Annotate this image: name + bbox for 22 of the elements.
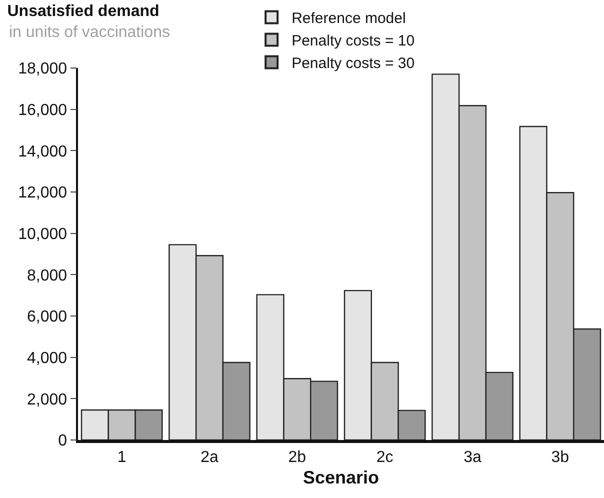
y-tick-label: 10,000	[18, 226, 68, 243]
x-tick-label: 2a	[200, 449, 218, 466]
chart-title: Unsatisfied demand	[7, 3, 160, 20]
legend-label: Penalty costs = 30	[292, 55, 415, 72]
y-tick-label: 16,000	[18, 102, 68, 119]
y-tick-label: 18,000	[18, 60, 68, 78]
legend-label: Penalty costs = 10	[292, 32, 415, 50]
y-tick-label: 12,000	[18, 184, 68, 202]
chart-subtitle: in units of vaccinations	[9, 24, 170, 41]
y-tick-label: 2,000	[27, 391, 68, 408]
x-tick-label: 3a	[464, 449, 482, 466]
x-axis-title: Scenario	[302, 467, 380, 488]
x-tick-label: 2b	[288, 449, 306, 466]
x-tick-label: 3b	[551, 449, 570, 466]
y-tick-label: 8,000	[27, 267, 68, 284]
y-tick-label: 0	[58, 432, 68, 450]
y-tick-label: 14,000	[18, 143, 68, 160]
x-tick-label: 2c	[376, 449, 394, 466]
y-tick-label: 6,000	[27, 308, 68, 326]
x-tick-label: 1	[117, 449, 126, 466]
legend-label: Reference model	[292, 10, 406, 28]
y-tick-label: 4,000	[27, 350, 68, 367]
